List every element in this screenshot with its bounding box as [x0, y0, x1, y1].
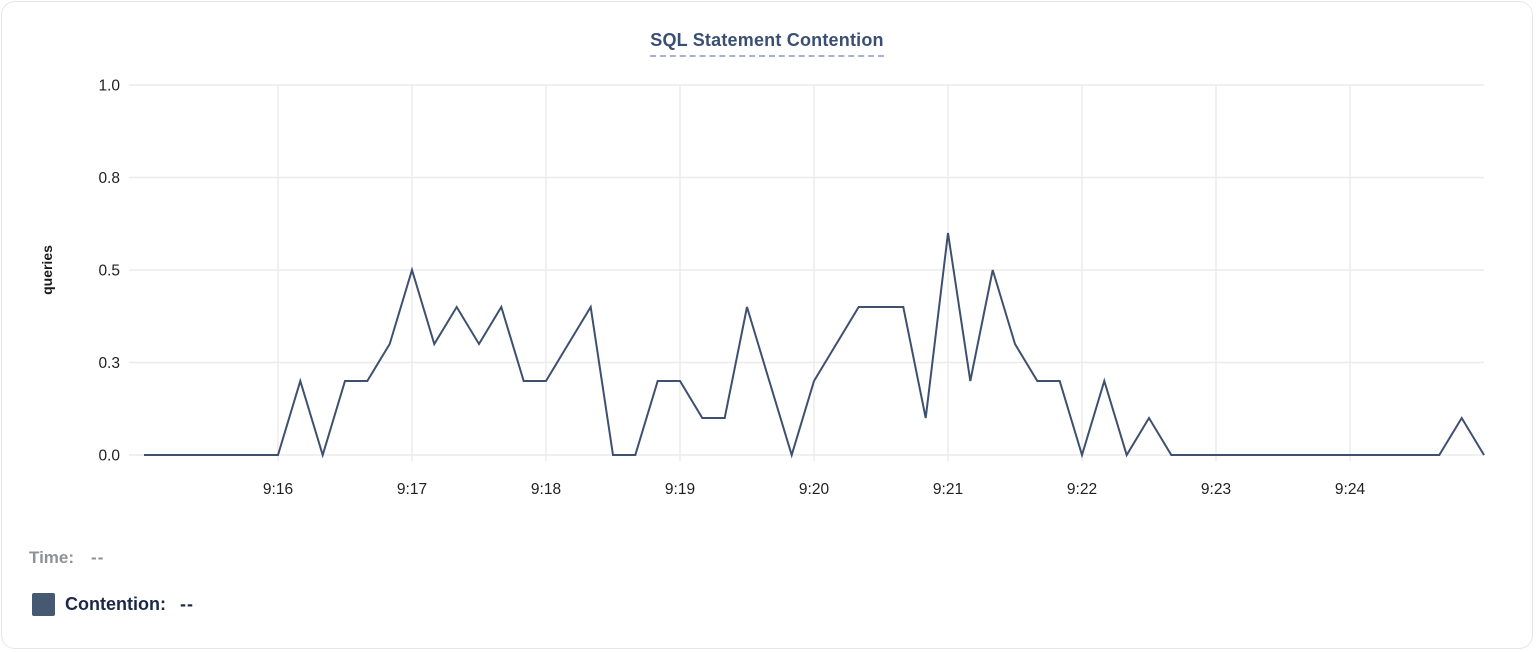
x-tick-labels: 9:16 9:17 9:18 9:19 9:20 9:21 9:22 9:23 9:24	[263, 481, 1366, 498]
svg-text:0.5: 0.5	[98, 263, 120, 280]
contention-line-chart[interactable]: 0.00.30.50.81.09:16 9:17 9:18 9:19 9:20 9:21 9…	[2, 2, 1536, 514]
legend-contention-label: Contention:	[65, 594, 166, 614]
svg-text:queries: queries	[39, 245, 55, 295]
svg-text:9:17: 9:17	[397, 481, 427, 498]
svg-text:9:19: 9:19	[665, 481, 695, 498]
svg-text:9:24: 9:24	[1335, 481, 1366, 498]
legend-time-value: --	[91, 548, 105, 567]
legend-time-label: Time:	[29, 548, 75, 567]
legend-time-row: Time: --	[29, 548, 104, 568]
x-gridlines	[277, 85, 1351, 461]
svg-text:0.3: 0.3	[98, 355, 120, 372]
svg-text:0.8: 0.8	[98, 170, 120, 187]
svg-text:9:16: 9:16	[263, 481, 293, 498]
y-gridlines	[129, 84, 1484, 456]
y-axis-label: queries	[39, 245, 55, 295]
svg-text:9:18: 9:18	[531, 481, 561, 498]
series-contention-line	[144, 232, 1485, 459]
svg-text:0.0: 0.0	[98, 448, 120, 465]
svg-text:9:23: 9:23	[1201, 481, 1231, 498]
legend-contention-row[interactable]: Contention: --	[32, 593, 194, 616]
chart-title[interactable]: SQL Statement Contention	[650, 30, 884, 57]
contention-series-swatch	[32, 593, 55, 616]
svg-text:9:22: 9:22	[1067, 481, 1097, 498]
svg-text:9:21: 9:21	[933, 481, 963, 498]
y-tick-labels: 0.0 0.3 0.5 0.8 1.0	[98, 78, 120, 465]
legend-contention-value: --	[179, 594, 194, 614]
svg-text:9:20: 9:20	[799, 481, 830, 498]
svg-text:1.0: 1.0	[98, 78, 120, 95]
chart-header: SQL Statement Contention	[2, 30, 1532, 57]
